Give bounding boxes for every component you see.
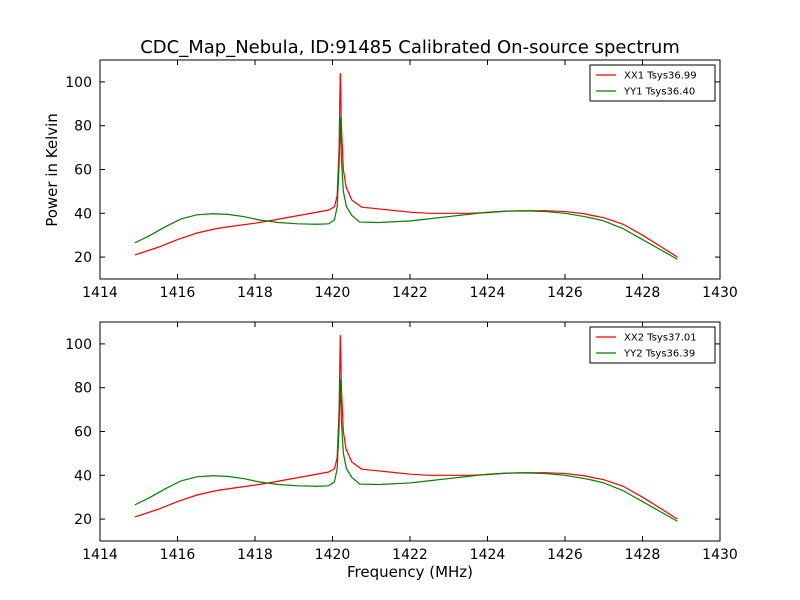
legend-box	[589, 64, 716, 102]
x-tick-label: 1416	[160, 285, 196, 301]
y-tick-label: 100	[65, 337, 92, 353]
y-tick-label: 20	[74, 250, 92, 266]
y-tick-label: 80	[74, 119, 92, 135]
legend-entry: XX2 Tsys37.01	[624, 333, 697, 344]
legend: XX2 Tsys37.01 YY2 Tsys36.39	[589, 326, 716, 364]
legend-entry: YY2 Tsys36.39	[623, 349, 695, 360]
x-tick-label: 1422	[392, 285, 428, 301]
legend: XX1 Tsys36.99 YY1 Tsys36.40	[589, 64, 716, 102]
top-spectrum-panel: 1414 1416 1418 1420 1422 1424 1426 1428 1430 20 40…	[65, 59, 738, 301]
x-tick-label: 1420	[315, 285, 351, 301]
y-tick-label: 20	[74, 512, 92, 528]
y-tick-label: 80	[74, 381, 92, 397]
y-axis-label: Power in Kelvin	[43, 113, 61, 227]
x-tick-label: 1428	[625, 285, 661, 301]
x-tick-label: 1426	[547, 285, 583, 301]
x-tick-label: 1424	[470, 285, 506, 301]
series-line-xx	[134, 335, 678, 520]
y-tick-label: 60	[74, 425, 92, 441]
x-tick-label: 1424	[470, 547, 506, 563]
legend-box	[589, 326, 716, 364]
series-line-xx	[134, 73, 678, 258]
x-tick-label: 1418	[237, 547, 273, 563]
y-tick-label: 100	[65, 75, 92, 91]
x-tick-label: 1414	[82, 285, 118, 301]
x-tick-label: 1428	[625, 547, 661, 563]
x-tick-label: 1430	[702, 547, 738, 563]
x-tick-label: 1426	[547, 547, 583, 563]
y-tick-label: 40	[74, 468, 92, 484]
legend-entry: YY1 Tsys36.40	[623, 87, 695, 98]
x-tick-label: 1414	[82, 547, 118, 563]
x-tick-label: 1420	[315, 547, 351, 563]
legend-entry: XX1 Tsys36.99	[624, 71, 697, 82]
x-tick-label: 1430	[702, 285, 738, 301]
series-line-yy	[134, 378, 678, 522]
x-axis-label: Frequency (MHz)	[347, 563, 473, 581]
y-tick-label: 60	[74, 163, 92, 179]
y-tick-label: 40	[74, 206, 92, 222]
x-tick-label: 1422	[392, 547, 428, 563]
bottom-spectrum-panel: 1414 1416 1418 1420 1422 1424 1426 1428 1430 20 40…	[65, 321, 738, 563]
x-tick-label: 1416	[160, 547, 196, 563]
x-tick-label: 1418	[237, 285, 273, 301]
chart-title: CDC_Map_Nebula, ID:91485 Calibrated On-s…	[140, 37, 680, 58]
series-line-yy	[134, 116, 678, 260]
